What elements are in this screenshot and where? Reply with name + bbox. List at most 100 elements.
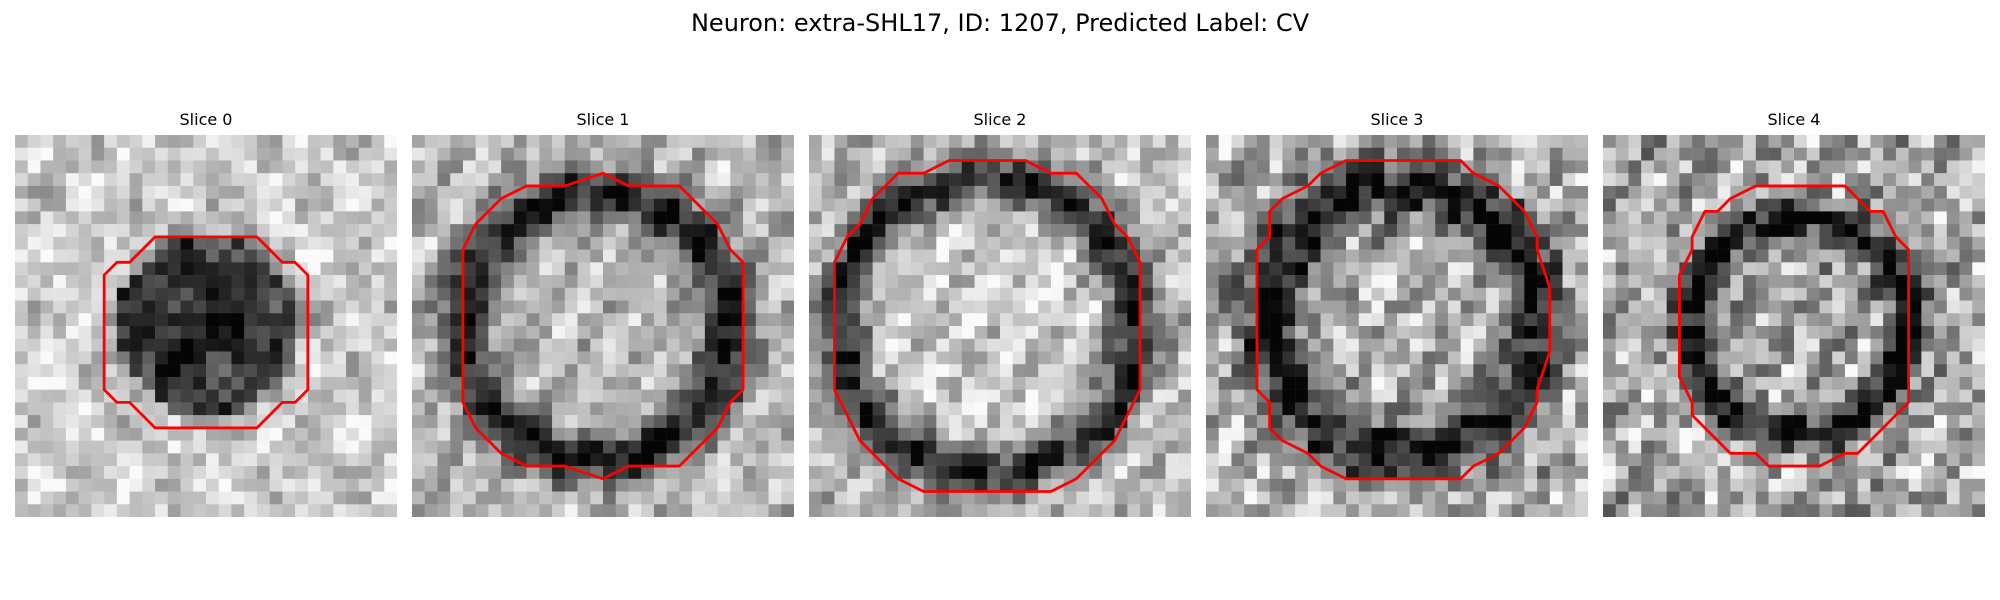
- pixel: [1666, 491, 1680, 505]
- pixel: [1397, 224, 1410, 238]
- pixel: [1165, 236, 1179, 250]
- pixel: [1959, 453, 1973, 467]
- pixel: [358, 364, 372, 378]
- pixel: [653, 236, 667, 250]
- pixel: [1384, 173, 1398, 187]
- pixel: [1409, 466, 1423, 480]
- pixel: [307, 326, 321, 339]
- pixel: [1358, 491, 1372, 505]
- pixel: [743, 389, 757, 403]
- pixel: [1511, 185, 1525, 199]
- pixel: [1435, 376, 1449, 390]
- pixel: [1537, 135, 1551, 148]
- pixel: [834, 376, 848, 390]
- pixel: [1870, 504, 1884, 517]
- pixel: [1447, 198, 1461, 212]
- pixel: [781, 275, 794, 289]
- pixel: [1063, 326, 1077, 339]
- pixel: [1883, 504, 1897, 517]
- pixel: [730, 491, 744, 505]
- pixel: [333, 364, 347, 378]
- pixel: [1857, 326, 1871, 339]
- pixel: [1038, 287, 1052, 301]
- pixel: [859, 236, 873, 250]
- pixel: [1781, 440, 1795, 454]
- pixel: [167, 173, 181, 187]
- pixel: [923, 402, 937, 416]
- pixel: [603, 427, 616, 441]
- pixel: [1218, 427, 1232, 441]
- pixel: [1615, 160, 1629, 174]
- pixel: [526, 160, 540, 174]
- pixel: [1397, 211, 1410, 225]
- pixel: [1320, 478, 1334, 492]
- pixel: [1114, 198, 1128, 212]
- pixel: [1358, 402, 1372, 416]
- pixel: [1114, 338, 1128, 352]
- pixel: [1307, 160, 1321, 174]
- pixel: [167, 135, 181, 148]
- pixel: [1883, 262, 1897, 276]
- pixel: [1704, 160, 1718, 174]
- pixel: [78, 504, 92, 517]
- pixel: [923, 173, 937, 187]
- pixel: [1498, 236, 1512, 250]
- pixel: [679, 466, 693, 480]
- pixel: [692, 173, 706, 187]
- pixel: [653, 300, 667, 314]
- pixel: [450, 313, 464, 327]
- pixel: [1333, 147, 1347, 161]
- pixel: [333, 262, 347, 276]
- pixel: [129, 313, 143, 327]
- pixel: [1895, 135, 1909, 148]
- pixel: [1282, 402, 1296, 416]
- pixel: [1524, 453, 1538, 467]
- pixel: [513, 249, 527, 263]
- pixel: [1231, 326, 1245, 339]
- pixel: [167, 338, 181, 352]
- pixel: [1972, 504, 1985, 517]
- pixel: [488, 402, 502, 416]
- pixel: [1743, 453, 1757, 467]
- pixel: [1473, 389, 1487, 403]
- pixel: [653, 173, 667, 187]
- pixel: [641, 275, 655, 289]
- pixel: [1063, 249, 1077, 263]
- pixel: [1101, 453, 1115, 467]
- pixel: [1511, 275, 1525, 289]
- pixel: [679, 198, 693, 212]
- pixel: [1333, 173, 1347, 187]
- pixel: [552, 249, 566, 263]
- pixel: [1384, 338, 1398, 352]
- pixel: [116, 249, 130, 263]
- pixel: [1012, 338, 1026, 352]
- pixel: [1371, 453, 1385, 467]
- pixel: [104, 427, 118, 441]
- pixel: [936, 326, 950, 339]
- pixel: [717, 478, 731, 492]
- pixel: [1012, 147, 1026, 161]
- pixel: [590, 389, 604, 403]
- pixel: [603, 275, 616, 289]
- pixel: [1025, 147, 1039, 161]
- pixel: [1946, 427, 1960, 441]
- pixel: [1832, 211, 1846, 225]
- pixel: [1397, 415, 1410, 429]
- pixel: [129, 376, 143, 390]
- pixel: [1666, 249, 1680, 263]
- pixel: [193, 147, 207, 161]
- pixel: [1358, 364, 1372, 378]
- pixel: [269, 147, 283, 161]
- pixel: [180, 236, 194, 250]
- pixel: [743, 402, 757, 416]
- pixel: [1422, 287, 1436, 301]
- pixel: [295, 402, 309, 416]
- pixel: [1603, 313, 1616, 327]
- pixel: [949, 211, 963, 225]
- pixel: [231, 211, 245, 225]
- pixel: [1397, 185, 1410, 199]
- pixel: [475, 338, 489, 352]
- pixel: [1231, 453, 1245, 467]
- pixel: [155, 440, 169, 454]
- pixel: [256, 478, 270, 492]
